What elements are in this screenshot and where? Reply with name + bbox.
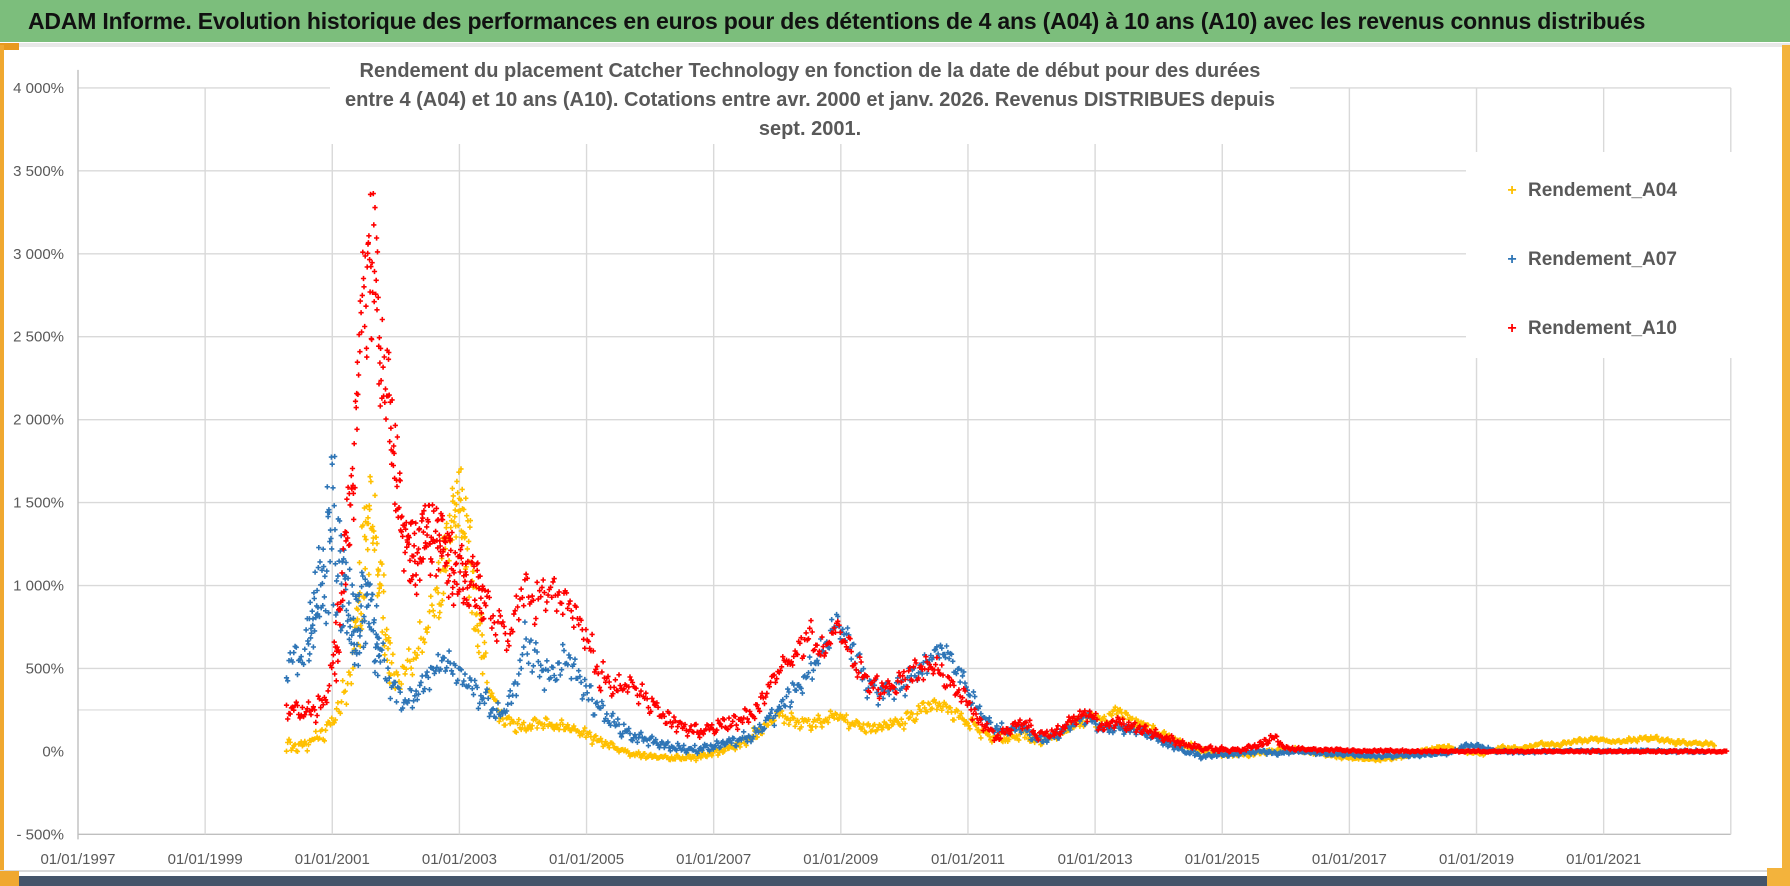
legend-label: Rendement_A07 — [1528, 249, 1677, 270]
x-tick-label: 01/01/2017 — [1312, 851, 1387, 868]
x-tick-label: 01/01/2009 — [803, 851, 878, 868]
y-tick-label: - 500% — [16, 826, 64, 843]
y-tick-label: 3 500% — [13, 163, 64, 180]
chart-title-line1: Rendement du placement Catcher Technolog… — [359, 60, 1261, 82]
legend-label: Rendement_A10 — [1528, 318, 1677, 339]
footer-gold-corner-left — [0, 871, 19, 886]
x-tick-label: 01/01/1997 — [40, 851, 115, 868]
x-tick-label: 01/01/2005 — [549, 851, 624, 868]
series-Rendement_A07 — [283, 453, 1708, 762]
series-Rendement_A04 — [283, 466, 1717, 764]
slide-header-banner: ADAM Informe. Evolution historique des p… — [0, 0, 1790, 42]
chart-title-line2: entre 4 (A04) et 10 ans (A10). Cotations… — [345, 89, 1275, 140]
x-tick-label: 01/01/2019 — [1439, 851, 1514, 868]
legend-label: Rendement_A04 — [1528, 180, 1677, 201]
footer-divider — [0, 870, 1790, 872]
banner-underline — [0, 43, 1790, 47]
legend-item-a04: + Rendement_A04 — [1466, 174, 1772, 208]
plus-marker-icon: + — [1507, 320, 1517, 337]
legend-item-a07: + Rendement_A07 — [1466, 243, 1772, 277]
x-tick-label: 01/01/2007 — [676, 851, 751, 868]
x-tick-label: 01/01/1999 — [168, 851, 243, 868]
x-tick-label: 01/01/2003 — [422, 851, 497, 868]
y-tick-label: 0% — [42, 743, 64, 760]
plus-marker-icon: + — [1507, 182, 1517, 199]
x-tick-label: 01/01/2001 — [295, 851, 370, 868]
plus-marker-icon: + — [1507, 251, 1517, 268]
slide-border-right — [1782, 45, 1790, 886]
legend-item-a10: + Rendement_A10 — [1466, 312, 1772, 346]
y-tick-label: 4 000% — [13, 80, 64, 97]
y-tick-label: 500% — [26, 660, 64, 677]
x-tick-label: 01/01/2013 — [1058, 851, 1133, 868]
y-tick-label: 1 500% — [13, 495, 64, 512]
x-tick-label: 01/01/2011 — [931, 851, 1005, 868]
x-tick-label: 01/01/2015 — [1185, 851, 1260, 868]
y-tick-label: 3 000% — [13, 246, 64, 263]
slide-border-left — [0, 45, 4, 886]
y-tick-label: 2 000% — [13, 412, 64, 429]
banner-underline-accent — [0, 43, 19, 50]
chart-legend: + Rendement_A04 + Rendement_A07 + Rendem… — [1466, 152, 1772, 358]
series-Rendement_A10 — [283, 191, 1730, 756]
y-tick-label: 1 000% — [13, 578, 64, 595]
slide-title: ADAM Informe. Evolution historique des p… — [28, 7, 1646, 34]
chart-title: Rendement du placement Catcher Technolog… — [330, 57, 1290, 144]
x-tick-label: 01/01/2021 — [1566, 851, 1641, 868]
y-tick-label: 2 500% — [13, 329, 64, 346]
footer-bar — [0, 876, 1790, 886]
footer-gold-corner-right — [1767, 868, 1790, 886]
